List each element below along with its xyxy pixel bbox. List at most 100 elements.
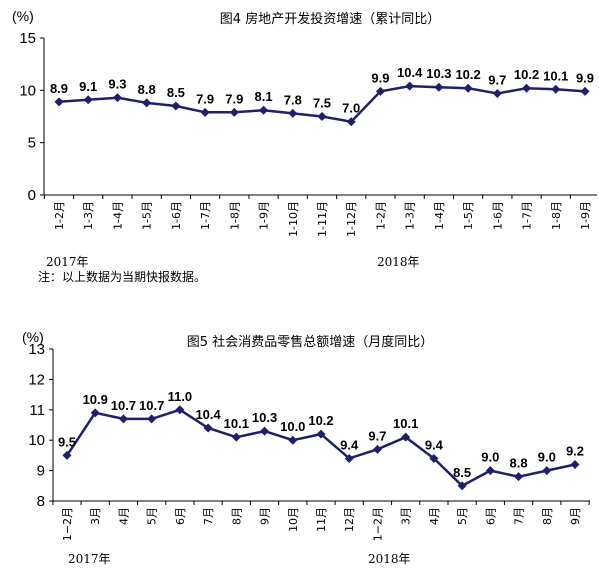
- data-point: [429, 453, 439, 463]
- data-label: 7.5: [313, 96, 331, 111]
- data-point: [83, 95, 93, 105]
- data-label: 9.9: [371, 70, 389, 85]
- x-tick-label: 5月: [456, 507, 469, 525]
- x-tick-label: 6月: [484, 507, 497, 525]
- data-point: [514, 472, 524, 482]
- data-label: 9.9: [576, 70, 594, 85]
- data-point: [54, 97, 64, 107]
- data-label: 7.9: [225, 91, 243, 106]
- data-label: 10.2: [455, 67, 480, 82]
- data-point: [171, 101, 181, 111]
- data-label: 7.0: [342, 101, 360, 116]
- data-point: [580, 86, 590, 96]
- x-tick-label: 4月: [117, 507, 130, 525]
- data-point: [551, 84, 561, 94]
- x-tick-label: 3月: [89, 507, 102, 525]
- data-label: 8.9: [50, 81, 68, 96]
- data-point: [203, 423, 213, 433]
- data-label: 10.3: [426, 66, 451, 81]
- data-label: 8.8: [510, 456, 528, 471]
- data-point: [90, 408, 100, 418]
- chart1-x-axis: 1-2月 1-3月 1-4月 1-5月 1-6月 1-7月 1-8月 1-9月 1-10月 1-1…: [43, 195, 592, 237]
- data-label: 10.7: [139, 398, 164, 413]
- data-label: 9.5: [58, 434, 76, 449]
- data-label: 7.9: [196, 91, 214, 106]
- data-label: 10.1: [393, 416, 418, 431]
- x-tick-label: 9月: [569, 507, 582, 525]
- data-point: [175, 405, 185, 415]
- data-label: 8.8: [138, 82, 156, 97]
- data-label: 10.2: [308, 413, 333, 428]
- chart2-y-axis: 8 9 10 11 12 13: [28, 341, 53, 510]
- y-tick-label: 11: [29, 402, 45, 419]
- chart2-year-labels: 2017年 2018年: [68, 552, 411, 566]
- data-label: 10.4: [397, 65, 423, 80]
- chart2-axes: [52, 349, 590, 502]
- year-label: 2018年: [377, 255, 420, 269]
- data-point: [260, 426, 270, 436]
- data-point: [401, 432, 411, 442]
- x-tick-label: 1-7月: [199, 201, 212, 230]
- data-label: 9.7: [368, 428, 386, 443]
- data-point: [346, 117, 356, 127]
- x-tick-label: 1-9月: [579, 201, 592, 230]
- x-tick-label: 1-2月: [374, 201, 387, 230]
- x-tick-label: 1-4月: [111, 201, 124, 230]
- chart1-axes: [43, 38, 597, 196]
- data-label: 10.1: [543, 68, 568, 83]
- data-label: 10.1: [224, 416, 249, 431]
- x-tick-label: 1-9月: [258, 201, 271, 230]
- x-tick-label: 1-12月: [345, 201, 358, 237]
- data-point: [485, 466, 495, 476]
- data-point: [259, 105, 269, 115]
- y-tick-label: 10: [28, 432, 45, 449]
- chart1-note: 注：以上数据为当期快报数据。: [38, 269, 206, 284]
- data-label: 8.5: [167, 85, 185, 100]
- data-point: [522, 83, 532, 93]
- x-tick-label: 12月: [343, 507, 356, 532]
- chart-retail-sales: 图5 社会消费品零售总额增速（月度同比） (%) 8 9 10 11 12 13 1−2月…: [22, 329, 590, 566]
- data-label: 9.3: [108, 77, 126, 92]
- x-tick-label: 6月: [174, 507, 187, 525]
- data-label: 9.4: [425, 437, 444, 452]
- chart1-year-labels: 2017年 2018年: [46, 255, 420, 269]
- data-point: [375, 86, 385, 96]
- chart2-unit: (%): [22, 329, 44, 345]
- x-tick-label: 3月: [400, 507, 413, 525]
- data-point: [288, 435, 298, 445]
- x-tick-label: 7月: [202, 507, 215, 525]
- chart1-y-axis: 0 5 10 15: [19, 30, 44, 204]
- x-tick-label: 9月: [259, 507, 272, 525]
- chart1-series: 8.9 9.1 9.3 8.8 8.5 7.9 7.9 8.1 7.8 7.5 7.0 9.9 10.4…: [50, 65, 594, 127]
- x-tick-label: 1-10月: [287, 201, 300, 237]
- data-label: 10.0: [280, 419, 305, 434]
- y-tick-label: 15: [19, 30, 36, 47]
- chart2-title: 图5 社会消费品零售总额增速（月度同比）: [187, 334, 433, 350]
- y-tick-label: 13: [28, 341, 45, 358]
- data-label: 9.0: [538, 450, 556, 465]
- data-point: [542, 466, 552, 476]
- data-point: [570, 460, 580, 470]
- data-label: 9.4: [340, 437, 359, 452]
- data-point: [288, 108, 298, 118]
- data-point: [147, 414, 157, 424]
- data-label: 10.9: [83, 392, 108, 407]
- data-point: [463, 83, 473, 93]
- year-label: 2018年: [368, 552, 411, 566]
- y-tick-label: 8: [37, 493, 45, 510]
- data-label: 10.2: [514, 67, 539, 82]
- data-label: 7.8: [284, 92, 302, 107]
- data-point: [200, 107, 210, 117]
- data-label: 11.0: [168, 389, 193, 404]
- data-label: 9.2: [566, 444, 584, 459]
- x-tick-label: 11月: [315, 507, 328, 532]
- x-tick-label: 1-5月: [462, 201, 475, 230]
- data-label: 10.3: [252, 410, 277, 425]
- data-point: [62, 450, 72, 460]
- y-tick-label: 9: [37, 463, 45, 480]
- data-point: [405, 81, 415, 91]
- x-tick-label: 1-4月: [433, 201, 446, 230]
- y-tick-label: 0: [28, 187, 36, 204]
